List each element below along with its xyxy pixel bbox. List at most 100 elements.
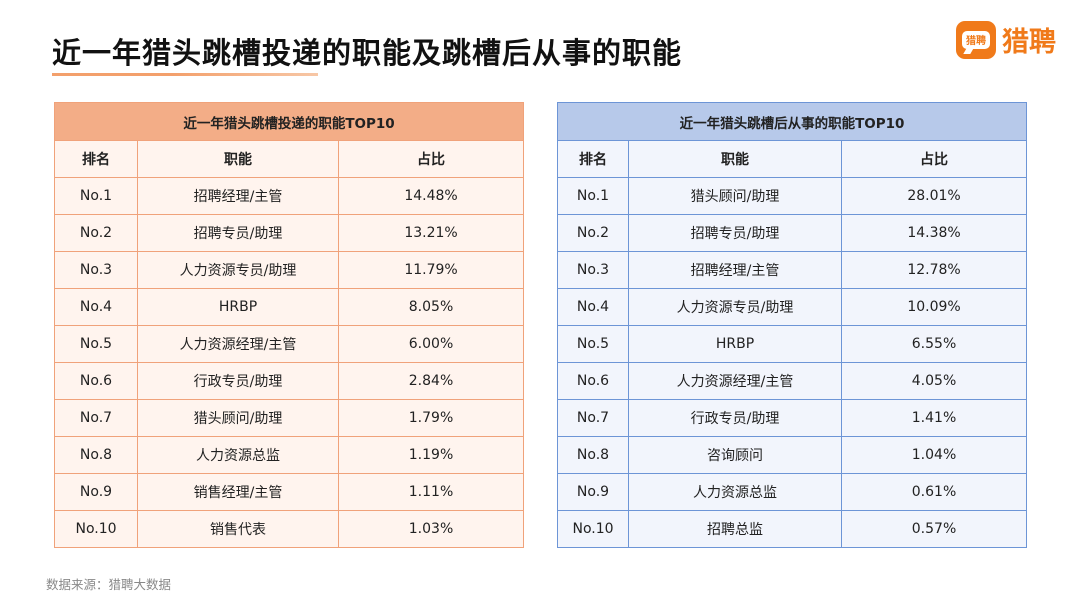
function-cell: 销售经理/主管 [137, 473, 339, 511]
function-cell: 猎头顾问/助理 [628, 177, 842, 215]
table-row: No.1 猎头顾问/助理 28.01% [557, 177, 1028, 215]
page-title: 近一年猎头跳槽投递的职能及跳槽后从事的职能 [52, 36, 683, 70]
rank-header: 排名 [557, 140, 629, 178]
rank-cell: No.4 [557, 288, 629, 326]
table-caption: 近一年猎头跳槽投递的职能TOP10 [53, 102, 525, 141]
table-header-row: 排名 职能 占比 [54, 140, 525, 178]
table-row: No.2 招聘专员/助理 14.38% [557, 214, 1028, 252]
function-cell: 咨询顾问 [628, 436, 842, 474]
table-header-row: 排名 职能 占比 [557, 140, 1028, 178]
function-header: 职能 [628, 140, 842, 178]
rank-cell: No.2 [557, 214, 629, 252]
share-cell: 13.21% [337, 214, 525, 252]
rank-cell: No.10 [54, 510, 138, 548]
rank-cell: No.10 [557, 510, 629, 548]
share-cell: 1.41% [840, 399, 1028, 437]
table-caption: 近一年猎头跳槽后从事的职能TOP10 [556, 102, 1028, 141]
right-table: 近一年猎头跳槽后从事的职能TOP10 排名 职能 占比 No.1 猎头顾问/助理 28.01… [556, 102, 1028, 548]
table-caption-row: 近一年猎头跳槽后从事的职能TOP10 [556, 102, 1028, 141]
data-source: 数据来源：猎聘大数据 [46, 577, 172, 592]
function-cell: 人力资源总监 [628, 473, 842, 511]
function-cell: 销售代表 [137, 510, 339, 548]
share-cell: 6.00% [337, 325, 525, 363]
table-caption-row: 近一年猎头跳槽投递的职能TOP10 [53, 102, 525, 141]
function-cell: 招聘总监 [628, 510, 842, 548]
liepin-logo-icon: 猎聘 [956, 20, 996, 59]
rank-cell: No.8 [557, 436, 629, 474]
left-table: 近一年猎头跳槽投递的职能TOP10 排名 职能 占比 No.1 招聘经理/主管 14.48%… [53, 102, 525, 548]
function-cell: 猎头顾问/助理 [137, 399, 339, 437]
rank-cell: No.2 [54, 214, 138, 252]
rank-cell: No.5 [54, 325, 138, 363]
table-row: No.5 HRBP 6.55% [557, 325, 1028, 363]
function-header: 职能 [137, 140, 339, 178]
table-row: No.3 招聘经理/主管 12.78% [557, 251, 1028, 289]
table-row: No.3 人力资源专员/助理 11.79% [54, 251, 525, 289]
rank-cell: No.3 [557, 251, 629, 289]
table-row: No.9 人力资源总监 0.61% [557, 473, 1028, 511]
function-cell: 行政专员/助理 [137, 362, 339, 400]
rank-cell: No.5 [557, 325, 629, 363]
rank-cell: No.8 [54, 436, 138, 474]
share-cell: 0.57% [840, 510, 1028, 548]
function-cell: 招聘专员/助理 [628, 214, 842, 252]
rank-cell: No.9 [557, 473, 629, 511]
function-cell: 招聘经理/主管 [137, 177, 339, 215]
share-header: 占比 [337, 140, 525, 178]
function-cell: 人力资源经理/主管 [137, 325, 339, 363]
table-row: No.8 咨询顾问 1.04% [557, 436, 1028, 474]
function-cell: 行政专员/助理 [628, 399, 842, 437]
function-cell: HRBP [628, 325, 842, 363]
function-cell: 人力资源专员/助理 [628, 288, 842, 326]
table-row: No.10 招聘总监 0.57% [557, 510, 1028, 548]
table-row: No.10 销售代表 1.03% [54, 510, 525, 548]
table-row: No.6 人力资源经理/主管 4.05% [557, 362, 1028, 400]
share-cell: 12.78% [840, 251, 1028, 289]
share-header: 占比 [840, 140, 1028, 178]
rank-cell: No.3 [54, 251, 138, 289]
rank-cell: No.7 [557, 399, 629, 437]
function-cell: 人力资源专员/助理 [137, 251, 339, 289]
function-cell: 招聘经理/主管 [628, 251, 842, 289]
table-row: No.4 HRBP 8.05% [54, 288, 525, 326]
rank-cell: No.6 [557, 362, 629, 400]
table-row: No.6 行政专员/助理 2.84% [54, 362, 525, 400]
function-cell: 人力资源经理/主管 [628, 362, 842, 400]
table-row: No.1 招聘经理/主管 14.48% [54, 177, 525, 215]
share-cell: 2.84% [337, 362, 525, 400]
rank-header: 排名 [54, 140, 138, 178]
share-cell: 4.05% [840, 362, 1028, 400]
table-row: No.7 行政专员/助理 1.41% [557, 399, 1028, 437]
table-row: No.9 销售经理/主管 1.11% [54, 473, 525, 511]
table-row: No.5 人力资源经理/主管 6.00% [54, 325, 525, 363]
share-cell: 1.79% [337, 399, 525, 437]
logo-badge-text: 猎聘 [962, 30, 990, 49]
function-cell: 人力资源总监 [137, 436, 339, 474]
rank-cell: No.6 [54, 362, 138, 400]
function-cell: 招聘专员/助理 [137, 214, 339, 252]
share-cell: 28.01% [840, 177, 1028, 215]
function-cell: HRBP [137, 288, 339, 326]
liepin-logo: 猎聘 猎聘 [956, 20, 1056, 59]
table-row: No.8 人力资源总监 1.19% [54, 436, 525, 474]
rank-cell: No.1 [557, 177, 629, 215]
rank-cell: No.9 [54, 473, 138, 511]
share-cell: 14.38% [840, 214, 1028, 252]
table-row: No.4 人力资源专员/助理 10.09% [557, 288, 1028, 326]
share-cell: 10.09% [840, 288, 1028, 326]
logo-text: 猎聘 [1002, 27, 1056, 58]
share-cell: 1.04% [840, 436, 1028, 474]
share-cell: 0.61% [840, 473, 1028, 511]
rank-cell: No.4 [54, 288, 138, 326]
share-cell: 1.11% [337, 473, 525, 511]
table-row: No.2 招聘专员/助理 13.21% [54, 214, 525, 252]
rank-cell: No.1 [54, 177, 138, 215]
share-cell: 14.48% [337, 177, 525, 215]
rank-cell: No.7 [54, 399, 138, 437]
share-cell: 6.55% [840, 325, 1028, 363]
title-underline [52, 73, 318, 76]
share-cell: 1.03% [337, 510, 525, 548]
table-row: No.7 猎头顾问/助理 1.79% [54, 399, 525, 437]
share-cell: 8.05% [337, 288, 525, 326]
share-cell: 1.19% [337, 436, 525, 474]
